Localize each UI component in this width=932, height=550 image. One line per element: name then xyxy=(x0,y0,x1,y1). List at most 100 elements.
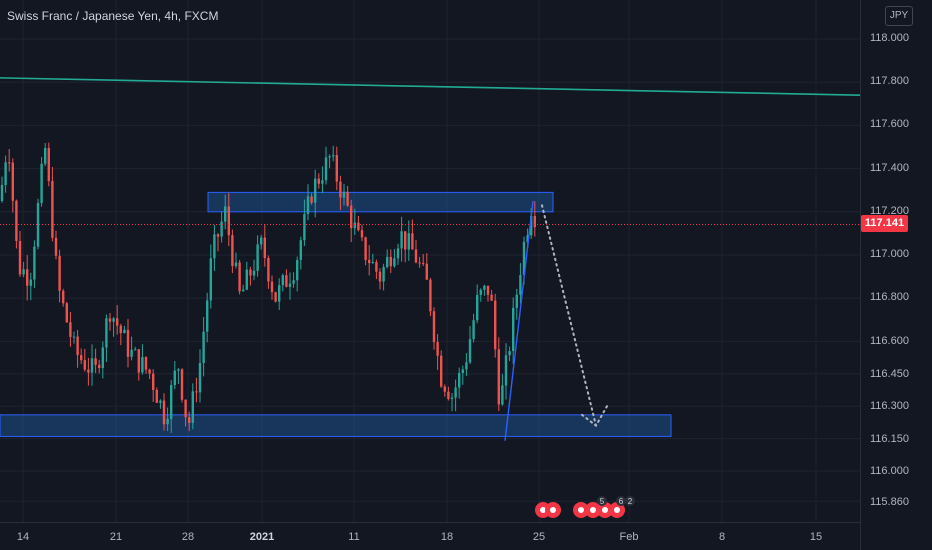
time-tick-label: 25 xyxy=(532,531,546,543)
price-tick-label: 117.600 xyxy=(870,118,909,130)
time-tick-label: 11 xyxy=(348,531,360,543)
candle-body xyxy=(418,262,421,264)
candle-body xyxy=(522,241,526,276)
time-tick-label: 2021 xyxy=(249,531,275,543)
candle-body xyxy=(65,303,68,323)
price-axis[interactable]: 118.000 117.800 117.600 117.400 117.200 … xyxy=(860,0,932,550)
event-count-badge[interactable]: 5 xyxy=(597,496,607,506)
candlestick-chart[interactable] xyxy=(0,0,860,522)
candle-body xyxy=(314,178,317,203)
candle-body xyxy=(368,259,371,264)
currency-button[interactable]: JPY xyxy=(885,6,913,26)
candle-body xyxy=(494,300,497,350)
price-tick-label: 115.860 xyxy=(870,496,909,508)
event-flag-icon[interactable] xyxy=(597,502,613,518)
candle-body xyxy=(378,271,382,282)
candle-body xyxy=(15,200,18,241)
price-tick-label: 116.450 xyxy=(870,368,909,380)
candle-body xyxy=(436,342,439,356)
candle-body xyxy=(224,206,227,222)
candle-body xyxy=(274,292,277,302)
candle-body xyxy=(285,275,288,287)
candle-body xyxy=(346,191,349,206)
price-tick-label: 116.000 xyxy=(870,465,909,477)
candle-body xyxy=(87,369,90,373)
candle-body xyxy=(476,294,479,321)
zone-resistance xyxy=(207,191,554,213)
event-count-text: 5 xyxy=(600,497,605,506)
price-tick-label: 117.400 xyxy=(870,162,909,174)
candle-body xyxy=(393,258,396,267)
time-tick-label: Feb xyxy=(619,531,639,543)
price-tick-label: 118.000 xyxy=(870,32,909,44)
candle-body xyxy=(195,391,198,393)
candle-body xyxy=(321,180,324,184)
candle-body xyxy=(447,391,450,399)
event-flag-icon[interactable] xyxy=(545,502,561,518)
time-tick-label: 21 xyxy=(109,531,123,543)
candle-body xyxy=(288,283,292,287)
candle-body xyxy=(4,162,7,186)
economic-events-row[interactable]: 5 6 2 xyxy=(535,496,635,520)
candle-body xyxy=(18,240,22,275)
rising-trendline xyxy=(504,200,534,441)
candle-body xyxy=(126,329,130,357)
candle-body xyxy=(278,285,281,302)
candle-body xyxy=(296,260,299,281)
candle-body xyxy=(198,363,202,393)
candle-body xyxy=(530,215,533,236)
candle-body xyxy=(425,263,428,280)
candle-body xyxy=(119,325,122,334)
candle-body xyxy=(162,400,166,425)
candle-body xyxy=(267,257,270,282)
candle-body xyxy=(101,347,104,368)
candle-body xyxy=(422,263,425,265)
candle-body xyxy=(328,156,331,158)
event-flag-icon[interactable] xyxy=(585,502,601,518)
candle-body xyxy=(83,360,86,370)
candle-body xyxy=(519,275,522,295)
candle-body xyxy=(357,222,360,231)
candle-body xyxy=(490,294,493,301)
candle-body xyxy=(299,240,302,261)
candle-body xyxy=(512,307,515,352)
candle-body xyxy=(8,162,11,164)
candle-body xyxy=(242,289,245,292)
candle-body xyxy=(515,294,518,308)
candle-body xyxy=(501,385,504,405)
time-tick-label: 28 xyxy=(181,531,195,543)
candle-body xyxy=(216,234,220,237)
candle-body xyxy=(191,391,194,423)
candle-body xyxy=(407,233,410,250)
candle-body xyxy=(360,230,364,238)
event-flag-icon[interactable] xyxy=(573,502,589,518)
candle-body xyxy=(461,369,464,373)
candle-body xyxy=(36,203,40,247)
candle-body xyxy=(62,290,65,304)
candle-body xyxy=(173,370,176,386)
candle-body xyxy=(342,191,346,198)
candle-body xyxy=(483,285,486,290)
candle-body xyxy=(202,331,205,364)
candle-body xyxy=(404,231,407,250)
price-plot[interactable] xyxy=(0,0,860,522)
candle-body xyxy=(26,269,29,286)
candle-body xyxy=(108,318,112,322)
candle-body xyxy=(335,155,338,182)
candle-body xyxy=(375,261,378,272)
time-tick-label: 18 xyxy=(440,531,454,543)
candle-body xyxy=(263,237,266,258)
event-count-badge[interactable]: 2 xyxy=(625,496,635,506)
candle-body xyxy=(458,372,461,388)
time-tick-label: 8 xyxy=(718,531,726,543)
time-axis[interactable]: 14 21 28 2021 11 18 25 Feb 8 15 xyxy=(0,522,860,550)
candle-body xyxy=(148,369,151,374)
candle-body xyxy=(112,318,115,322)
candle-body xyxy=(213,234,216,259)
event-count-badge[interactable]: 6 xyxy=(616,496,626,506)
candle-body xyxy=(220,221,223,237)
candle-body xyxy=(486,285,490,295)
candle-body xyxy=(260,237,263,245)
candle-body xyxy=(234,262,238,267)
